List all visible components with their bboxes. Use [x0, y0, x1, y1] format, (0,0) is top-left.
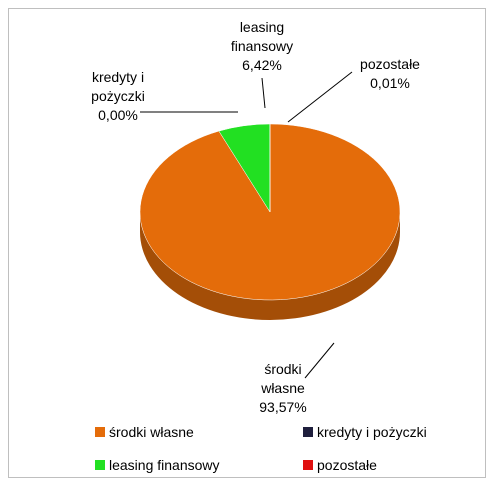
- data-label-name: pozostałe: [360, 56, 420, 72]
- legend-item: kredyty i pożyczki: [303, 424, 427, 440]
- pie-side: [140, 212, 400, 320]
- data-label: pozostałe 0,01%: [340, 55, 440, 93]
- legend-label: kredyty i pożyczki: [317, 424, 427, 440]
- data-label-value: 6,42%: [242, 57, 282, 73]
- legend-label: leasing finansowy: [109, 457, 220, 473]
- chart-frame: [8, 8, 486, 478]
- data-label-value: 93,57%: [259, 399, 307, 415]
- legend-item: leasing finansowy: [95, 457, 220, 473]
- legend-item: środki własne: [95, 424, 194, 440]
- data-label: kredyty i pożyczki 0,00%: [73, 68, 163, 125]
- data-label: leasing finansowy 6,42%: [217, 18, 307, 75]
- leader-line: [287, 71, 353, 123]
- leader-line: [304, 342, 335, 379]
- legend-swatch: [95, 427, 105, 437]
- data-label: środki własne 93,57%: [248, 360, 318, 417]
- legend-item: pozostałe: [303, 457, 377, 473]
- leader-line: [261, 77, 266, 109]
- legend-label: środki własne: [109, 424, 194, 440]
- legend-label: pozostałe: [317, 457, 377, 473]
- data-label-value: 0,00%: [98, 107, 138, 123]
- data-label-name: środki własne: [261, 361, 305, 396]
- data-label-name: kredyty i pożyczki: [91, 69, 145, 104]
- legend-swatch: [303, 427, 313, 437]
- data-label-value: 0,01%: [370, 75, 410, 91]
- data-label-name: leasing finansowy: [230, 19, 294, 54]
- legend-swatch: [95, 460, 105, 470]
- legend-swatch: [303, 460, 313, 470]
